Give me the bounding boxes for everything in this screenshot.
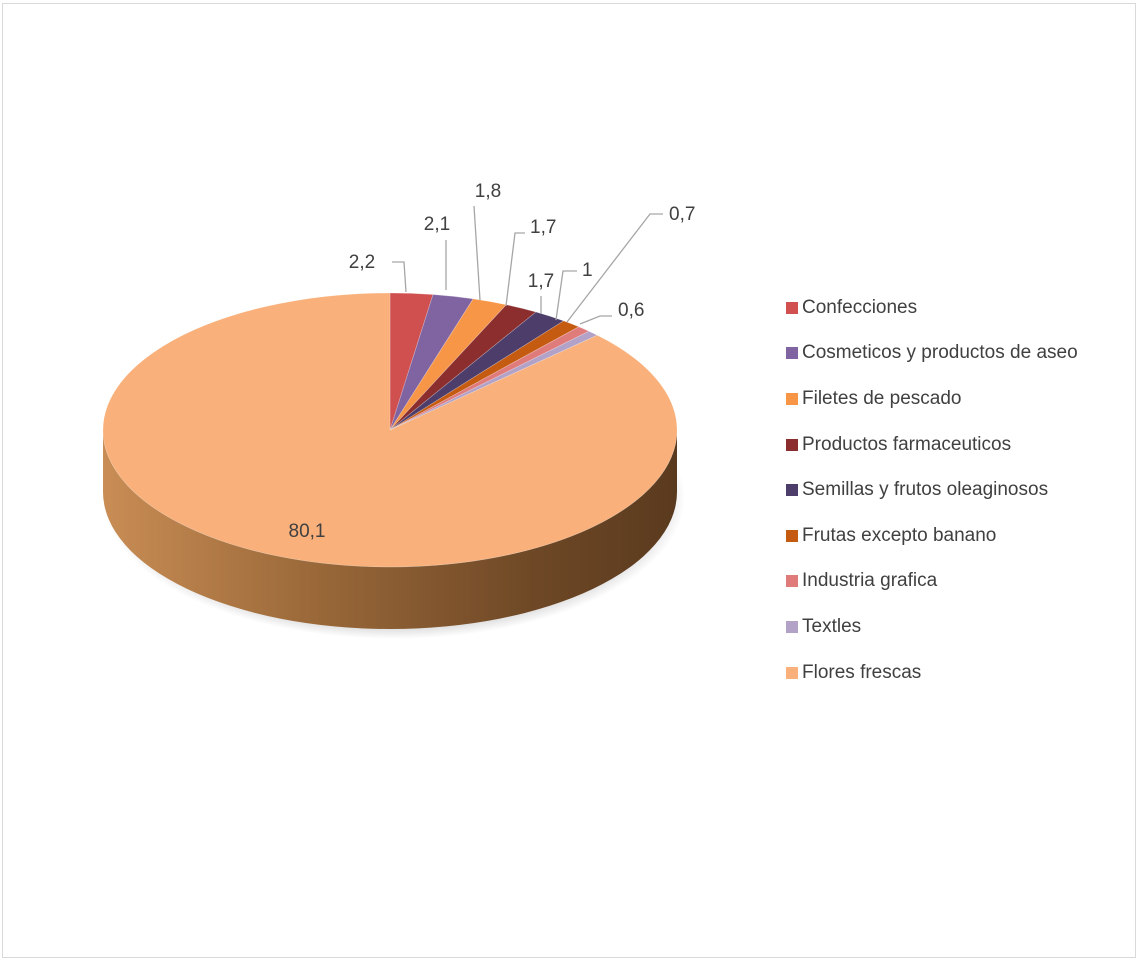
legend-swatch-5 xyxy=(786,529,798,542)
data-label-4: 1,7 xyxy=(528,271,554,292)
legend-item-5: Frutas excepto banano xyxy=(786,513,1126,559)
legend-item-6: Industria grafica xyxy=(786,559,1126,605)
legend-label-0: Confecciones xyxy=(802,296,918,318)
legend-label-3: Productos farmaceuticos xyxy=(802,433,1012,455)
data-label-5: 1 xyxy=(582,260,593,281)
leader-line-3 xyxy=(505,232,525,307)
legend-label-7: Textles xyxy=(802,615,862,637)
data-label-0: 2,2 xyxy=(349,252,375,273)
legend: Confecciones Cosmeticos y productos de as… xyxy=(786,285,1126,695)
legend-label-4: Semillas y frutos oleaginosos xyxy=(802,479,1049,501)
data-label-8: 80,1 xyxy=(289,521,326,542)
legend-item-0: Confecciones xyxy=(786,285,1126,331)
leader-line-2 xyxy=(473,205,481,301)
pie-slice-0 xyxy=(389,292,434,431)
pie-slice-1 xyxy=(389,294,474,431)
pie-slice-4 xyxy=(389,311,565,431)
legend-item-7: Textles xyxy=(786,604,1126,650)
legend-swatch-7 xyxy=(786,620,798,633)
legend-swatch-3 xyxy=(786,438,798,451)
legend-swatch-4 xyxy=(786,484,798,497)
pie-slice-6 xyxy=(389,326,590,431)
legend-swatch-1 xyxy=(786,347,798,360)
data-label-7: 0,6 xyxy=(618,300,644,321)
data-label-2: 1,8 xyxy=(475,181,501,202)
legend-swatch-0 xyxy=(786,301,798,314)
legend-label-6: Industria grafica xyxy=(802,570,938,592)
legend-item-8: Flores frescas xyxy=(786,650,1126,696)
leader-line-5 xyxy=(555,270,577,321)
data-labels: 2,2 2,1 1,8 1,7 1,7 1 0,7 0,6 80,1 xyxy=(289,181,696,542)
pie-side xyxy=(103,430,677,629)
legend-item-3: Productos farmaceuticos xyxy=(786,422,1126,468)
legend-label-5: Frutas excepto banano xyxy=(802,524,997,546)
pie-slice-7 xyxy=(389,330,598,431)
legend-label-8: Flores frescas xyxy=(802,661,922,683)
legend-item-4: Semillas y frutos oleaginosos xyxy=(786,467,1126,513)
legend-label-2: Filetes de pescado xyxy=(802,387,962,409)
data-label-1: 2,1 xyxy=(424,214,450,235)
pie-slice-8 xyxy=(102,292,678,568)
legend-swatch-8 xyxy=(786,666,798,679)
legend-swatch-2 xyxy=(786,392,798,405)
pie-layer xyxy=(102,292,685,639)
legend-item-2: Filetes de pescado xyxy=(786,376,1126,422)
leader-line-6 xyxy=(566,213,663,323)
leader-line-0 xyxy=(392,261,407,293)
data-label-3: 1,7 xyxy=(530,217,556,238)
legend-swatch-6 xyxy=(786,575,798,588)
leader-line-7 xyxy=(579,315,612,325)
legend-label-1: Cosmeticos y productos de aseo xyxy=(802,342,1078,364)
legend-item-1: Cosmeticos y productos de aseo xyxy=(786,331,1126,377)
pie-slice-5 xyxy=(389,320,580,431)
data-label-6: 0,7 xyxy=(669,204,695,225)
